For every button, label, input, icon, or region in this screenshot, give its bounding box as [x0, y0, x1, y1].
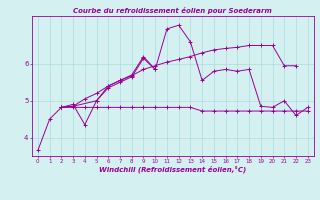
X-axis label: Windchill (Refroidissement éolien,°C): Windchill (Refroidissement éolien,°C) [99, 165, 246, 173]
Title: Courbe du refroidissement éolien pour Soederarm: Courbe du refroidissement éolien pour So… [73, 7, 272, 14]
